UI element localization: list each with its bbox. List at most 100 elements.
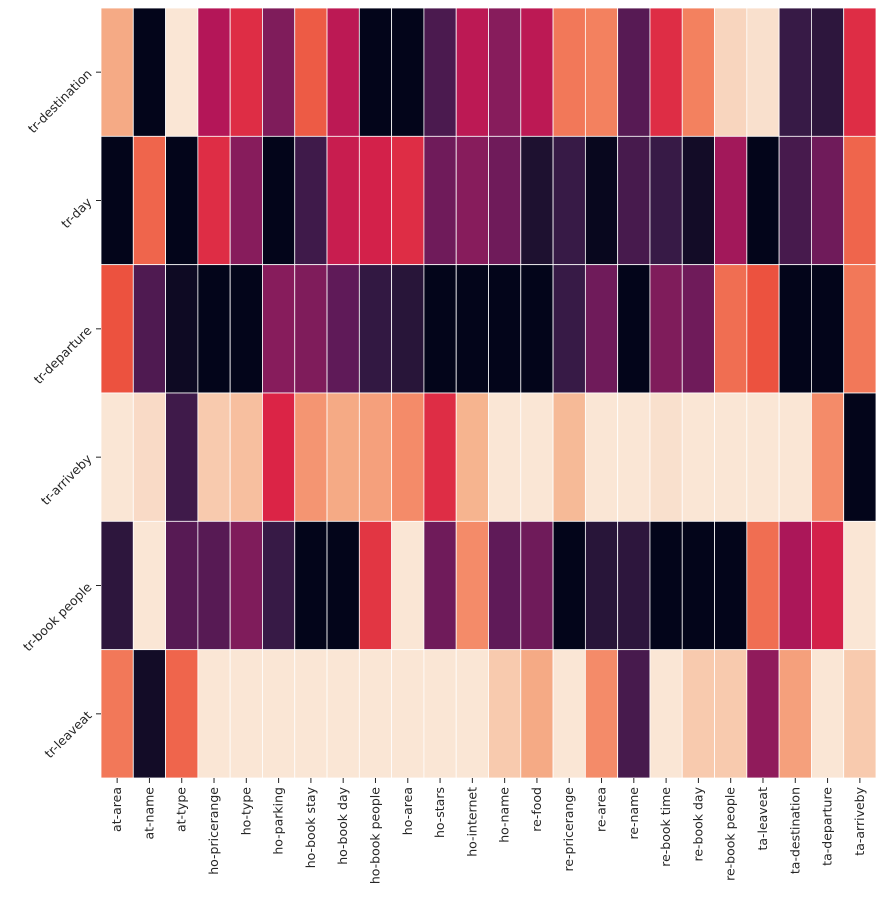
heatmap-cell-2-16 <box>617 264 651 394</box>
heatmap-cell-5-6 <box>294 649 328 779</box>
heatmap-cell-3-12 <box>488 392 522 522</box>
heatmap-cell-5-17 <box>649 649 683 779</box>
heatmap-cell-2-7 <box>326 264 360 394</box>
heatmap-cells <box>100 7 877 779</box>
x-tick-label-19: re-book people <box>723 787 738 881</box>
x-tick-label-5: ho-parking <box>271 787 286 855</box>
heatmap-cell-1-13 <box>520 135 554 266</box>
heatmap-cell-0-6 <box>294 7 328 137</box>
heatmap-cell-5-1 <box>132 649 166 779</box>
heatmap-cell-1-21 <box>778 135 812 266</box>
x-tick-label-20: ta-leaveat <box>755 787 770 851</box>
heatmap-cell-4-12 <box>488 520 522 651</box>
heatmap-cell-4-17 <box>649 520 683 651</box>
heatmap-cell-3-21 <box>778 392 812 522</box>
heatmap-cell-1-8 <box>358 135 393 266</box>
heatmap-cell-2-6 <box>294 264 328 394</box>
heatmap-cell-0-13 <box>520 7 554 137</box>
heatmap-cell-4-14 <box>552 520 586 651</box>
heatmap-cell-5-20 <box>746 649 780 779</box>
heatmap-cell-0-3 <box>197 7 231 137</box>
x-tick-label-22: ta-departure <box>820 787 835 866</box>
heatmap-cell-4-15 <box>584 520 619 651</box>
heatmap-cell-1-0 <box>100 135 134 266</box>
heatmap-cell-0-20 <box>746 7 780 137</box>
heatmap-cell-2-18 <box>681 264 715 394</box>
heatmap-cell-5-18 <box>681 649 715 779</box>
heatmap-cell-0-8 <box>358 7 393 137</box>
heatmap-cell-0-1 <box>132 7 166 137</box>
heatmap-cell-3-8 <box>358 392 393 522</box>
heatmap-cell-3-13 <box>520 392 554 522</box>
heatmap-cell-0-22 <box>811 7 845 137</box>
heatmap-cell-2-14 <box>552 264 586 394</box>
heatmap-cell-4-16 <box>617 520 651 651</box>
heatmap-cell-0-11 <box>455 7 489 137</box>
heatmap-cell-4-23 <box>843 520 877 651</box>
heatmap-cell-5-11 <box>455 649 489 779</box>
heatmap-cell-1-17 <box>649 135 683 266</box>
heatmap-cell-1-22 <box>811 135 845 266</box>
heatmap-cell-4-7 <box>326 520 360 651</box>
heatmap-cell-4-22 <box>811 520 845 651</box>
heatmap-cell-0-12 <box>488 7 522 137</box>
heatmap-cell-3-4 <box>229 392 263 522</box>
heatmap-cell-5-8 <box>358 649 393 779</box>
heatmap-cell-4-0 <box>100 520 134 651</box>
heatmap-cell-1-20 <box>746 135 780 266</box>
x-tick-label-0: at-area <box>109 787 124 832</box>
heatmap-cell-1-5 <box>262 135 296 266</box>
y-tick-label-5: tr-leaveat <box>41 708 94 761</box>
heatmap-cell-3-18 <box>681 392 715 522</box>
heatmap-cell-3-1 <box>132 392 166 522</box>
x-tick-label-16: re-name <box>626 787 641 840</box>
heatmap-cell-4-21 <box>778 520 812 651</box>
heatmap-cell-4-8 <box>358 520 393 651</box>
heatmap-cell-2-17 <box>649 264 683 394</box>
heatmap-cell-2-13 <box>520 264 554 394</box>
heatmap-cell-2-15 <box>584 264 619 394</box>
heatmap-cell-2-3 <box>197 264 231 394</box>
y-axis: tr-destination tr-day tr-departure tr-arriv… <box>20 66 101 761</box>
heatmap-cell-1-6 <box>294 135 328 266</box>
x-tick-label-12: ho-name <box>497 787 512 843</box>
heatmap-cell-4-6 <box>294 520 328 651</box>
heatmap-cell-2-5 <box>262 264 296 394</box>
heatmap-cell-1-2 <box>165 135 199 266</box>
x-tick-label-10: ho-stars <box>432 787 447 838</box>
heatmap-cell-4-19 <box>714 520 748 651</box>
y-tick-label-4: tr-book people <box>20 579 95 654</box>
heatmap-cell-4-2 <box>165 520 199 651</box>
heatmap-cell-0-21 <box>778 7 812 137</box>
heatmap-cell-1-11 <box>455 135 489 266</box>
heatmap-cell-0-0 <box>100 7 134 137</box>
heatmap-cell-2-8 <box>358 264 393 394</box>
heatmap-cell-3-10 <box>423 392 457 522</box>
heatmap-cell-0-5 <box>262 7 296 137</box>
heatmap-cell-3-9 <box>391 392 425 522</box>
heatmap-cell-2-20 <box>746 264 780 394</box>
heatmap-cell-1-1 <box>132 135 166 266</box>
heatmap-cell-1-12 <box>488 135 522 266</box>
heatmap-cell-2-11 <box>455 264 489 394</box>
x-tick-label-23: ta-arriveby <box>852 786 867 855</box>
heatmap-cell-5-4 <box>229 649 263 779</box>
heatmap-cell-3-15 <box>584 392 619 522</box>
heatmap-cell-0-23 <box>843 7 877 137</box>
x-tick-label-11: ho-internet <box>464 787 479 857</box>
heatmap-cell-3-20 <box>746 392 780 522</box>
x-tick-label-17: re-book time <box>658 787 673 867</box>
heatmap-cell-2-22 <box>811 264 845 394</box>
heatmap-cell-4-13 <box>520 520 554 651</box>
heatmap-cell-1-15 <box>584 135 619 266</box>
heatmap-cell-3-17 <box>649 392 683 522</box>
heatmap-cell-3-19 <box>714 392 748 522</box>
heatmap-cell-4-1 <box>132 520 166 651</box>
y-tick-label-1: tr-day <box>58 194 95 231</box>
heatmap-cell-2-12 <box>488 264 522 394</box>
y-tick-label-0: tr-destination <box>25 66 95 136</box>
heatmap-cell-5-22 <box>811 649 845 779</box>
heatmap-cell-5-23 <box>843 649 877 779</box>
heatmap-cell-2-19 <box>714 264 748 394</box>
